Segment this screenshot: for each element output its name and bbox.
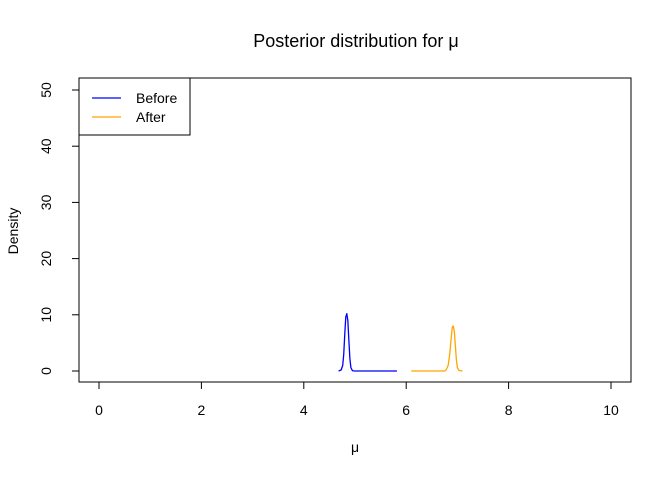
y-tick-label: 30 <box>38 194 54 210</box>
series-line-after <box>411 325 463 372</box>
x-axis-label: μ <box>351 439 359 455</box>
y-tick-label: 10 <box>38 307 54 323</box>
x-axis: 0 2 4 6 8 10 <box>95 381 619 418</box>
x-tick-label: 4 <box>300 402 308 418</box>
legend-label-after: After <box>136 109 166 125</box>
x-tick-label: 6 <box>402 402 410 418</box>
legend-box <box>78 77 191 136</box>
legend-label-before: Before <box>136 90 177 106</box>
x-tick-label: 8 <box>505 402 513 418</box>
chart-title: Posterior distribution for μ <box>253 31 458 51</box>
y-axis-label: Density <box>5 208 21 255</box>
x-tick-label: 0 <box>95 402 103 418</box>
series-layer <box>338 313 463 372</box>
x-tick-label: 2 <box>198 402 206 418</box>
y-axis: 0 10 20 30 40 50 <box>38 82 80 375</box>
x-tick-label: 10 <box>603 402 619 418</box>
legend: Before After <box>78 77 191 136</box>
y-tick-label: 20 <box>38 251 54 267</box>
series-line-before <box>338 313 397 372</box>
y-tick-label: 50 <box>38 82 54 98</box>
y-tick-label: 40 <box>38 138 54 154</box>
y-tick-label: 0 <box>38 367 54 375</box>
